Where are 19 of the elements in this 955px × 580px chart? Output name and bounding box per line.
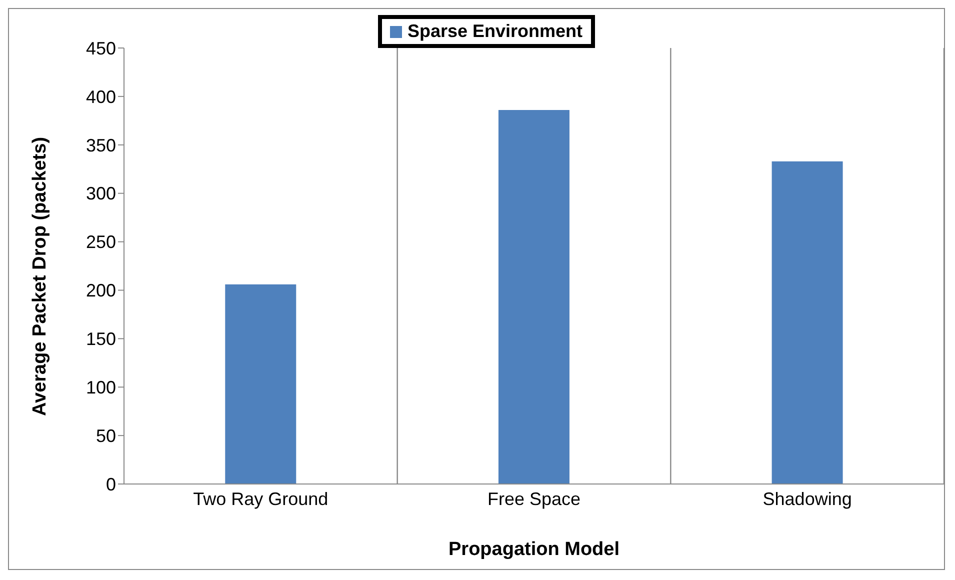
y-tick-label: 50: [96, 426, 116, 446]
y-tick-label: 100: [86, 378, 116, 398]
y-tick-label: 0: [106, 474, 116, 494]
y-tick-label: 250: [86, 232, 116, 252]
y-tick-label: 200: [86, 280, 116, 301]
y-tick-label: 300: [86, 184, 116, 204]
x-tick-label: Two Ray Ground: [193, 488, 328, 509]
y-tick-label: 400: [86, 86, 116, 107]
legend-label: Sparse Environment: [406, 21, 583, 42]
bar: [772, 161, 843, 484]
y-tick-label: 150: [86, 329, 116, 350]
y-tick-label: 450: [86, 38, 116, 58]
y-tick-label: 350: [86, 135, 116, 156]
bar: [498, 110, 570, 484]
x-tick-label: Free Space: [487, 488, 581, 509]
bar: [225, 284, 296, 484]
x-axis-title: Propagation Model: [448, 539, 620, 560]
x-tick-label: Shadowing: [762, 488, 852, 509]
y-axis-title: Average Packet Drop (packets): [30, 136, 51, 416]
